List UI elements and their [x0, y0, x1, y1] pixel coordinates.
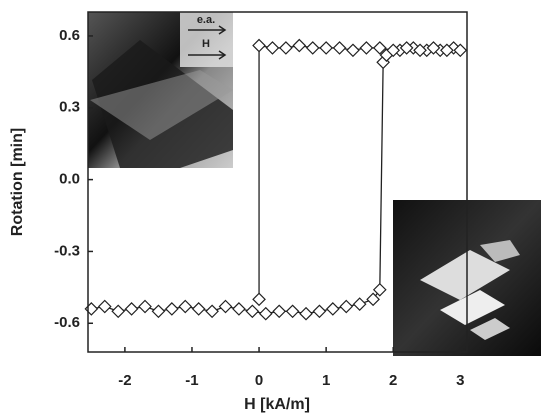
marker [245, 304, 260, 319]
marker [453, 43, 468, 58]
x-tick-label: 0 [255, 372, 263, 389]
marker [252, 292, 266, 307]
marker [265, 41, 280, 55]
marker [299, 306, 313, 321]
marker [426, 41, 441, 55]
marker [205, 304, 219, 319]
marker [97, 299, 112, 314]
marker [111, 304, 126, 319]
marker [178, 299, 193, 314]
inset-top-left: e.a. H [88, 12, 233, 168]
marker [272, 304, 287, 319]
marker [252, 38, 266, 53]
marker [399, 41, 414, 55]
marker [305, 41, 320, 55]
y-tick-label: 0.0 [59, 171, 80, 188]
marker [258, 306, 273, 321]
y-tick-label: -0.3 [54, 242, 80, 259]
marker [332, 41, 347, 55]
marker [346, 43, 360, 58]
y-tick-label: 0.3 [59, 99, 80, 116]
marker [138, 299, 152, 314]
marker [372, 41, 387, 55]
annotation: H [202, 38, 210, 50]
plot-area [84, 38, 468, 321]
marker [165, 302, 179, 316]
y-tick-label: -0.6 [54, 314, 80, 331]
marker [279, 41, 293, 55]
x-tick-label: -1 [185, 372, 198, 389]
marker [285, 304, 300, 319]
y-axis-label: Rotation [min] [9, 128, 26, 236]
marker [232, 302, 246, 316]
marker [319, 41, 333, 55]
marker [352, 297, 367, 311]
marker [359, 41, 374, 55]
marker [124, 302, 139, 316]
marker [366, 292, 380, 307]
plot-frame [87, 11, 468, 353]
marker [413, 43, 427, 58]
marker [339, 299, 354, 314]
x-tick-label: 2 [389, 372, 397, 389]
annotation: e.a. [197, 14, 215, 26]
x-tick-label: -2 [118, 372, 131, 389]
marker [151, 304, 166, 319]
marker [218, 299, 233, 314]
marker [440, 43, 454, 58]
marker [191, 302, 206, 316]
marker [325, 302, 340, 316]
marker [372, 282, 387, 297]
y-tick-label: 0.6 [59, 27, 80, 44]
x-tick-label: 3 [456, 372, 464, 389]
marker [84, 302, 99, 316]
marker [292, 38, 307, 53]
x-axis-label: H [kA/m] [244, 396, 310, 413]
marker [386, 43, 401, 58]
x-tick-label: 1 [322, 372, 330, 389]
marker [312, 304, 327, 319]
